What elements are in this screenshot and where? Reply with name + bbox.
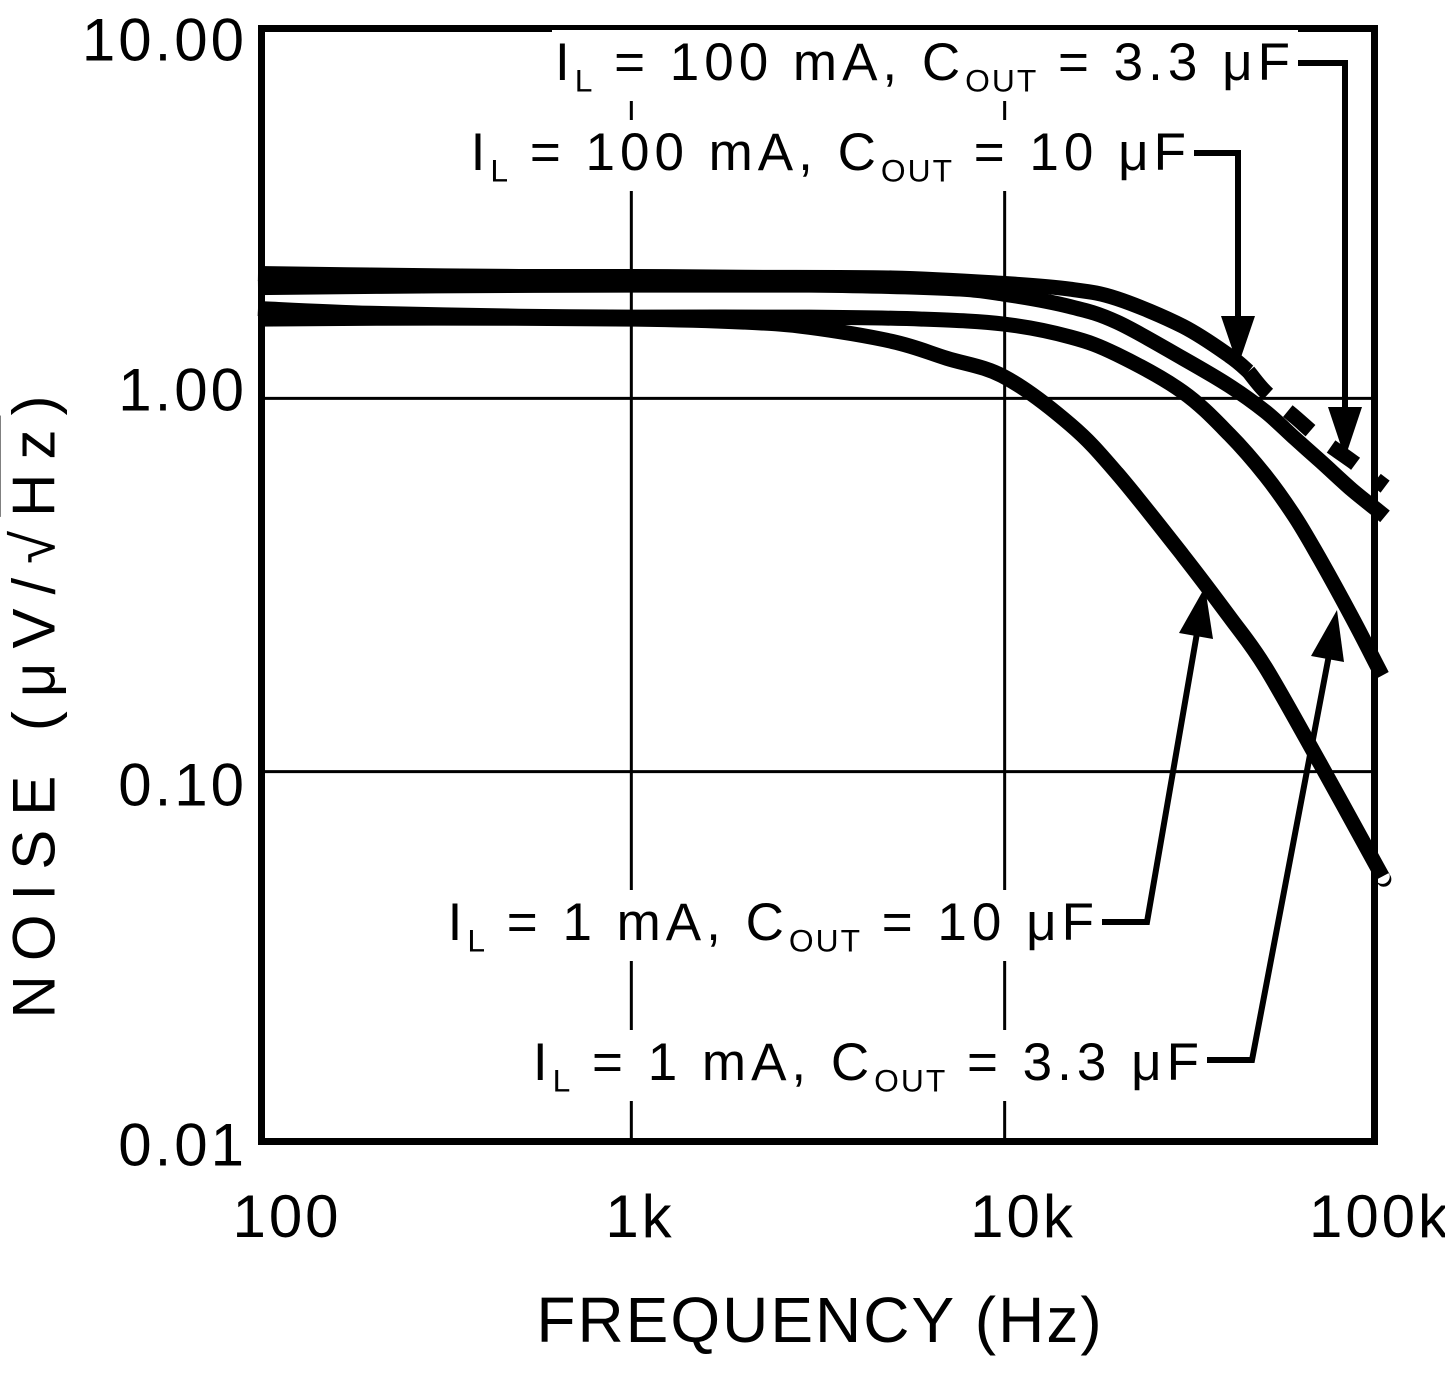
label-c-sub: OUT [874,1062,948,1099]
y-tick-10.00: 10.00 [0,5,247,75]
label-il1ma-cout3p3uf: IL = 1 mA, COUT = 3.3 μF [529,1030,1207,1102]
x-tick-1k: 1k [605,1183,675,1250]
connector-line [1296,60,1348,412]
label-mid: = 100 mA, C [594,33,966,92]
label-i: I [532,1033,553,1092]
x-tick-100: 100 [232,1183,342,1250]
y-axis-title-radicand: Hz [0,415,68,517]
label-tail: = 3.3 μF [947,1033,1204,1092]
y-axis-title-prefix: NOISE (μV/ [0,563,68,1019]
connector-line [1100,632,1200,925]
connector-il1ma-cout3p3uf [1205,610,1344,1063]
y-tick-1.00: 1.00 [0,355,247,425]
sqrt-radical-icon: √ [0,516,68,564]
arrowhead-down-icon [1221,316,1255,366]
connector-il100ma-cout10uf [1192,150,1255,366]
curve-3 [257,310,1392,887]
label-il1ma-cout10uf: IL = 1 mA, COUT = 10 μF [444,890,1102,962]
curve-0-solid [257,266,1254,378]
arrowhead-down-icon [1328,407,1362,458]
label-mid: = 1 mA, C [572,1033,875,1092]
x-tick-10k: 10k [970,1183,1076,1250]
arrowhead-up-icon [1179,587,1213,639]
label-tail: = 3.3 μF [1038,33,1295,92]
curve-0-dashed [1242,366,1390,493]
label-tail: = 10 μF [862,893,1099,952]
label-c-sub: OUT [788,922,862,959]
label-mid: = 1 mA, C [487,893,789,952]
connector-il1ma-cout10uf [1100,587,1213,925]
label-i: I [554,33,575,92]
label-i-sub: L [490,152,511,189]
x-tick-100k: 100k [1308,1183,1445,1250]
plot-frame [258,25,1378,1145]
label-i: I [447,893,468,952]
label-il100ma-cout10uf: IL = 100 mA, COUT = 10 μF [467,120,1194,192]
label-i: I [470,123,491,182]
x-axis-title: FREQUENCY (Hz) [536,1284,1104,1356]
connector-il100ma-cout3p3uf [1296,60,1362,458]
y-tick-0.01: 0.01 [0,1110,247,1180]
connector-line [1205,654,1332,1063]
y-tick-0.10: 0.10 [0,750,247,820]
curves [257,266,1392,887]
arrowhead-up-icon [1311,610,1344,662]
label-i-sub: L [574,62,595,99]
connector-line [1192,150,1241,318]
curve-1 [257,277,1390,523]
label-c-sub: OUT [965,62,1039,99]
label-tail: = 10 μF [954,123,1191,182]
label-i-sub: L [467,922,488,959]
y-axis-title-suffix: ) [0,381,68,416]
label-mid: = 100 mA, C [510,123,881,182]
y-axis-title: NOISE (μV/√Hz) [0,382,69,1019]
label-i-sub: L [552,1062,573,1099]
label-c-sub: OUT [880,152,954,189]
label-il100ma-cout3p3uf: IL = 100 mA, COUT = 3.3 μF [551,30,1298,102]
curve-2 [257,301,1389,680]
